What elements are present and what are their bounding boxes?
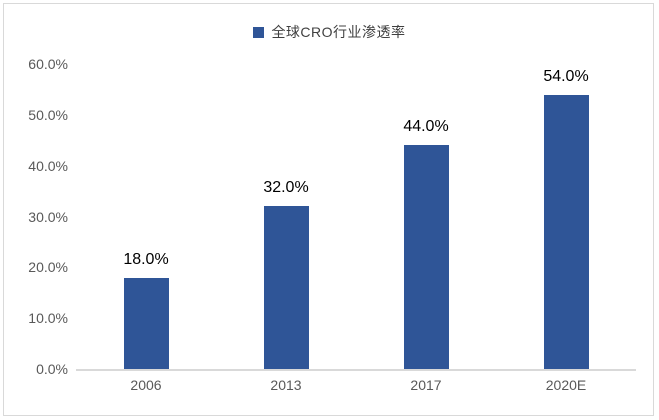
bar-group-2020E: 54.0% — [496, 64, 636, 369]
y-tick-label: 60.0% — [28, 56, 68, 72]
y-tick-label: 20.0% — [28, 259, 68, 276]
legend-marker-icon — [253, 26, 265, 38]
x-category-label: 2020E — [545, 377, 587, 393]
x-category-label: 2013 — [270, 377, 302, 393]
y-tick-label: 10.0% — [28, 310, 68, 327]
x-category-label: 2017 — [410, 377, 442, 393]
legend: 全球CRO行业渗透率 — [0, 22, 659, 42]
bar-group-2006: 18.0% — [76, 64, 216, 369]
bar — [543, 94, 589, 369]
legend-label: 全球CRO行业渗透率 — [271, 24, 406, 40]
plot-area: 18.0% 32.0% 44.0% 54.0% — [76, 64, 636, 371]
bar-data-label: 44.0% — [403, 118, 449, 136]
bar — [123, 277, 169, 369]
bar-data-label: 18.0% — [123, 250, 169, 268]
y-tick-label: 50.0% — [28, 106, 68, 123]
bar-data-label: 54.0% — [543, 67, 589, 85]
bar-group-2013: 32.0% — [216, 64, 356, 369]
bar-series: 18.0% 32.0% 44.0% 54.0% — [76, 64, 636, 369]
y-axis: 60.0% 50.0% 40.0% 30.0% 20.0% 10.0% 0.0% — [0, 56, 68, 377]
x-category-label: 2006 — [130, 377, 162, 393]
bar-group-2017: 44.0% — [356, 64, 496, 369]
bar — [263, 206, 309, 369]
bar — [403, 145, 449, 369]
y-tick-label: 0.0% — [36, 361, 68, 377]
x-axis: 2006 2013 2017 2020E — [76, 377, 636, 393]
bar-data-label: 32.0% — [263, 179, 309, 197]
y-tick-label: 40.0% — [28, 157, 68, 174]
y-tick-label: 30.0% — [28, 208, 68, 225]
